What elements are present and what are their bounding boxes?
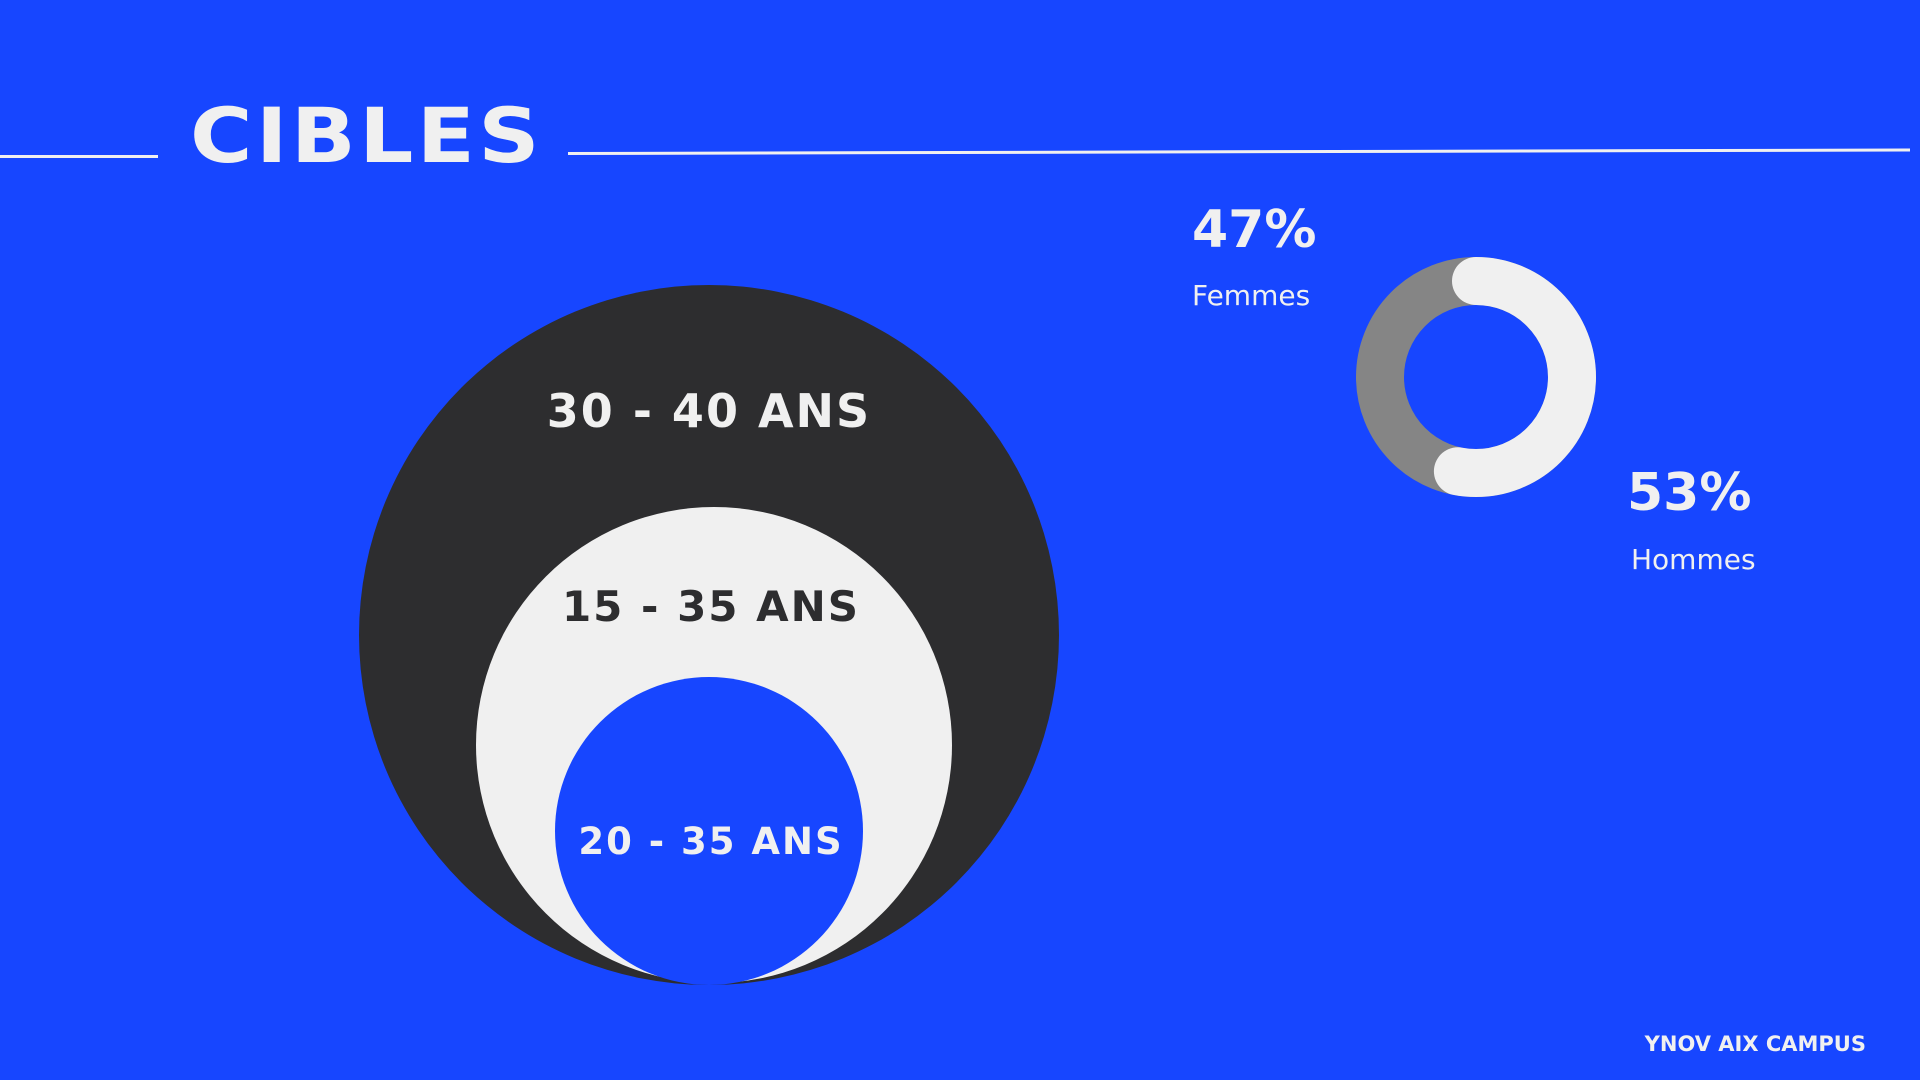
footer-brand: YNOV AIX CAMPUS — [1644, 1032, 1866, 1056]
age-label-30-40: 30 - 40 ANS — [546, 384, 872, 438]
donut-segment-hommes — [1356, 257, 1596, 497]
page-title: CIBLES — [190, 91, 543, 180]
gender-donut — [1356, 257, 1596, 497]
title-rule-left — [0, 155, 158, 158]
femmes-percentage: 47% — [1192, 200, 1317, 260]
femmes-label: Femmes — [1192, 279, 1311, 312]
hommes-percentage: 53% — [1627, 463, 1752, 523]
age-label-15-35: 15 - 35 ANS — [561, 582, 861, 631]
age-circle-inner — [555, 677, 863, 985]
hommes-label: Hommes — [1631, 543, 1756, 576]
age-label-20-35: 20 - 35 ANS — [578, 820, 844, 863]
